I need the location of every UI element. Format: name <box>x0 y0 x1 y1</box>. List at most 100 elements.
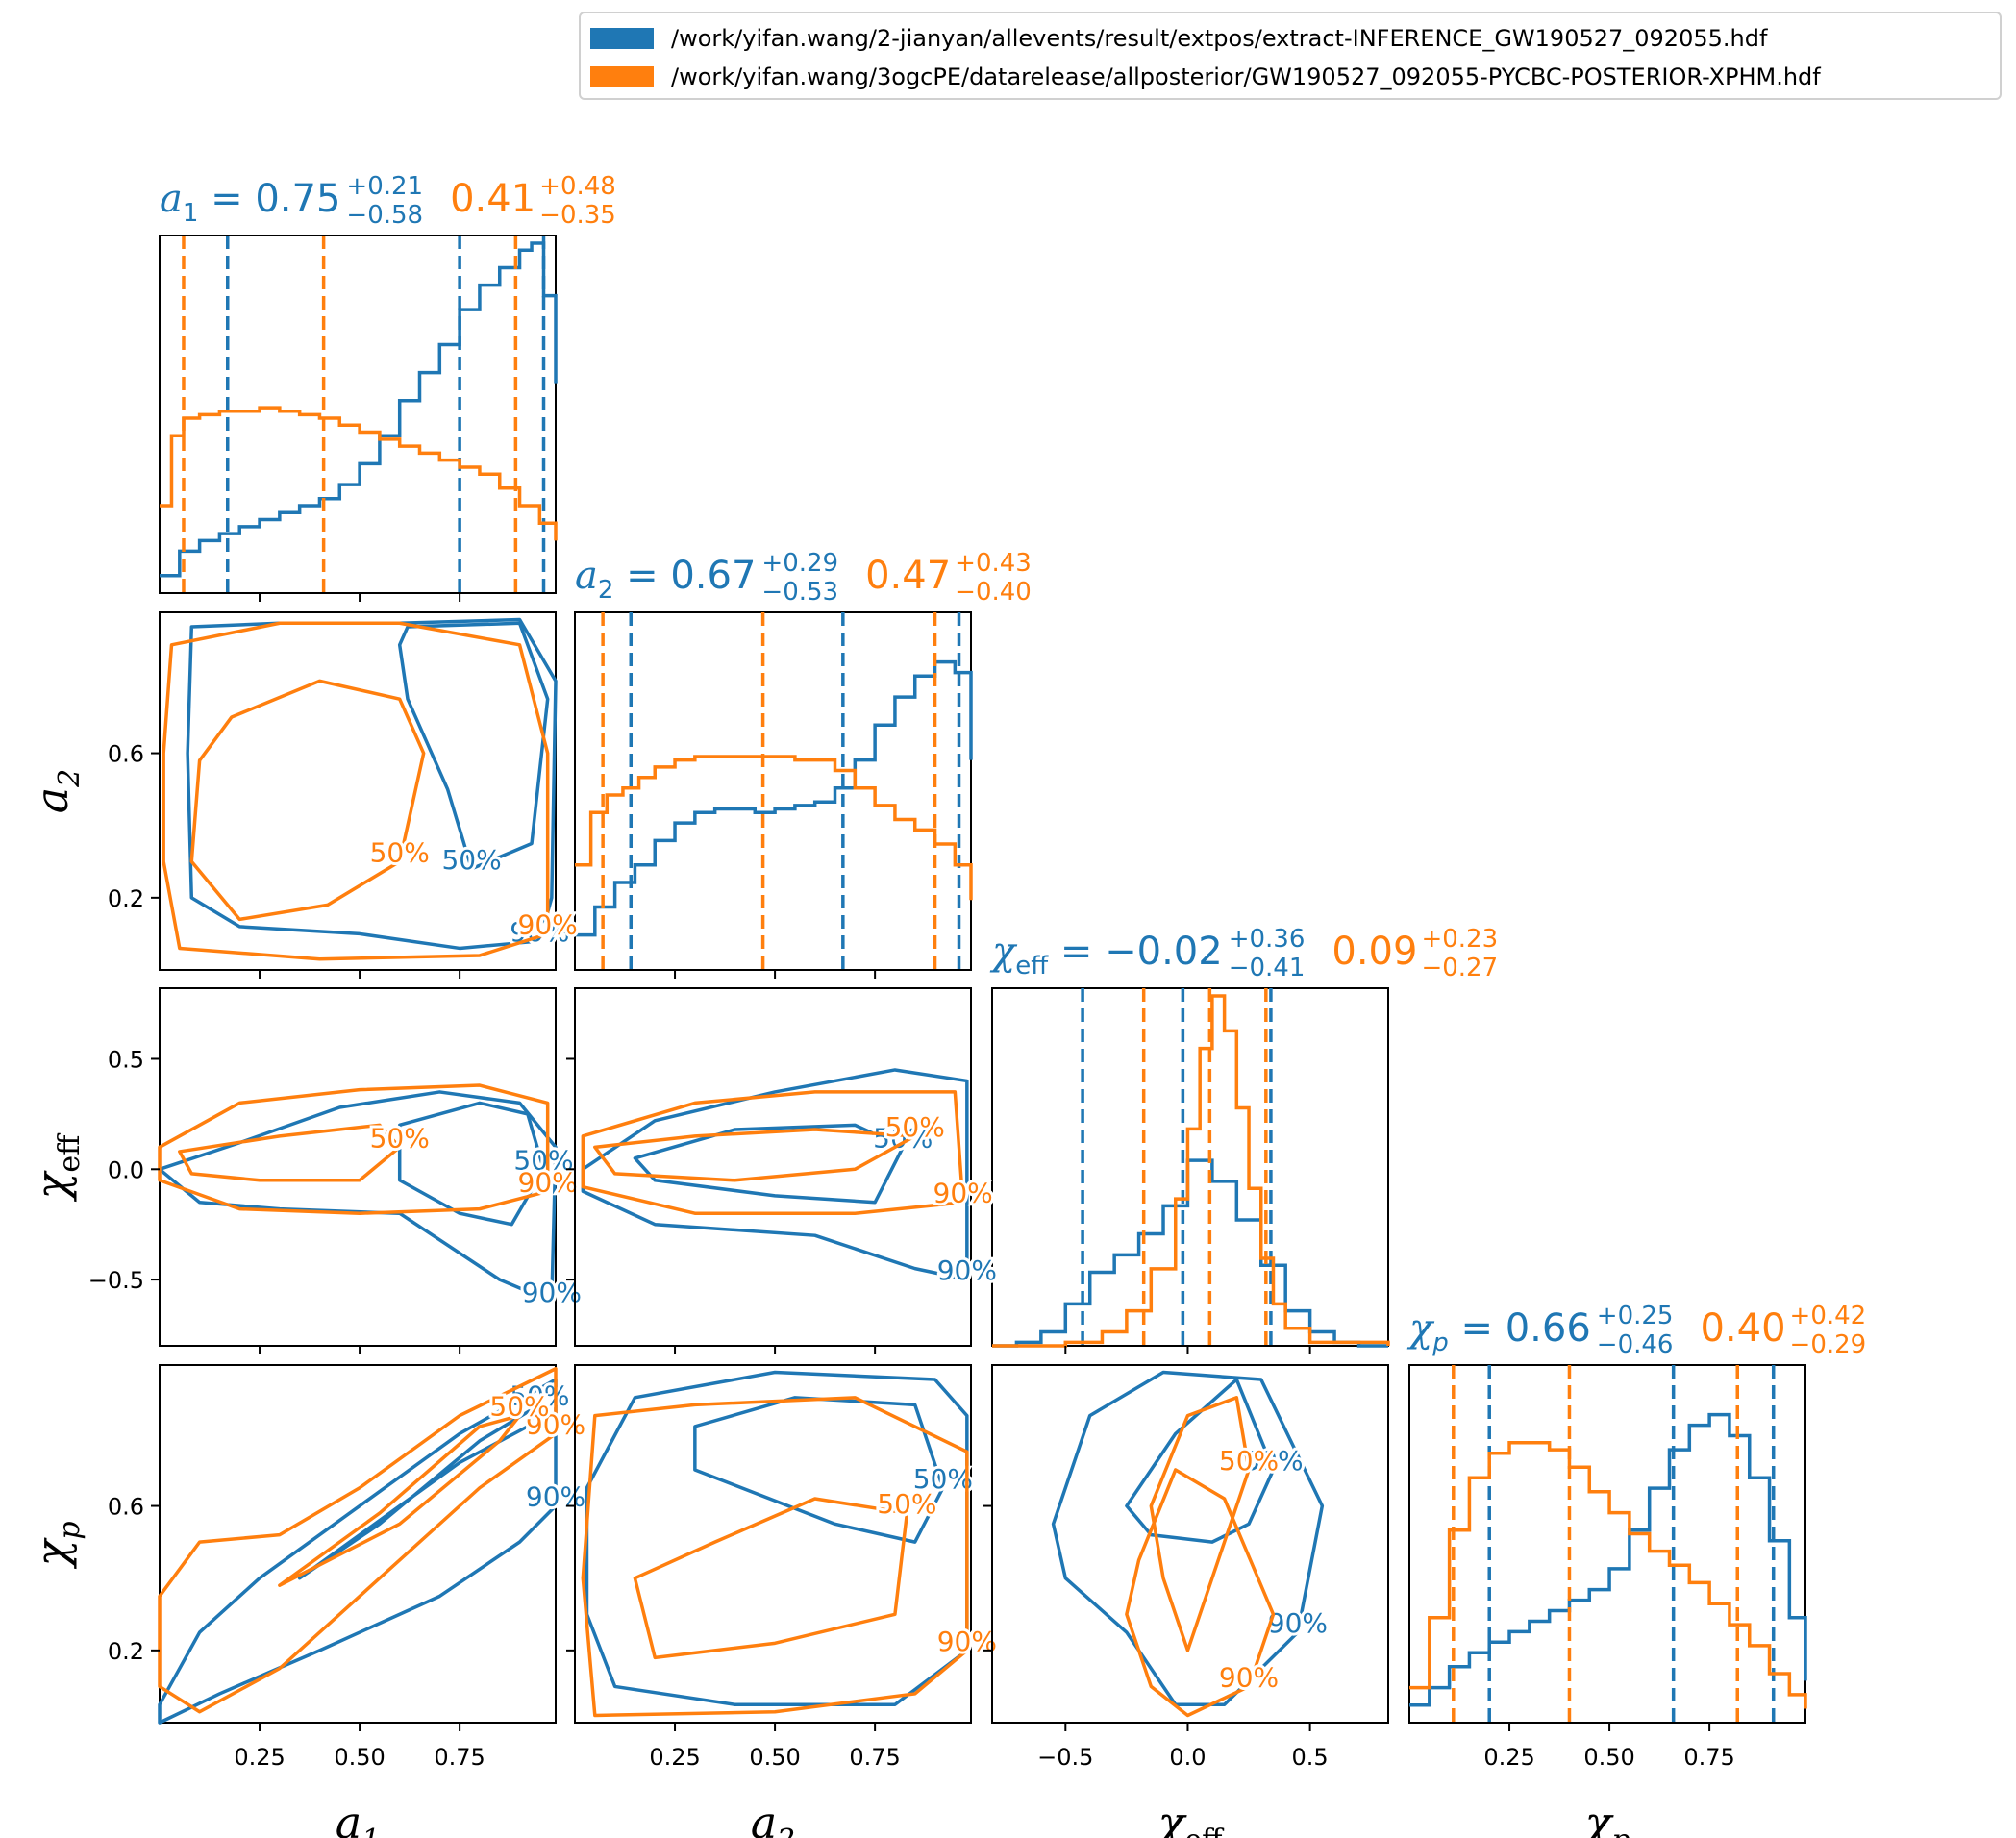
contour-label-orange-inner: 50% <box>370 836 430 868</box>
title-a_1: a1 = 0.75 +0.21−0.58 0.41 +0.48−0.35 <box>160 172 616 230</box>
contour-panel-a_2-chi_eff: 90%50%90%50% <box>574 987 1000 1347</box>
contour-frame <box>159 611 557 971</box>
x-tick-label: 0.50 <box>749 1744 800 1771</box>
legend-label-orange: /work/yifan.wang/3ogcPE/datarelease/allp… <box>671 63 1821 90</box>
axis-label-sub: 2 <box>776 1824 795 1838</box>
hist-step-orange <box>160 406 558 541</box>
title-blue-minus: −0.58 <box>346 201 423 230</box>
legend-swatch-blue <box>590 28 654 49</box>
title-blue: a2 = 0.67 <box>575 554 756 605</box>
title-a_2: a2 = 0.67 +0.29−0.53 0.47 +0.43−0.40 <box>575 549 1032 607</box>
hist-frame <box>574 611 972 971</box>
y-tick-label: 0.0 <box>108 1156 144 1183</box>
x-tick-label: 0.5 <box>1292 1744 1329 1771</box>
legend-entry-blue: /work/yifan.wang/2-jianyan/allevents/res… <box>590 19 1767 58</box>
contour-frame <box>991 1364 1389 1724</box>
title-blue: χeff = −0.02 <box>989 930 1223 981</box>
hist-step-orange <box>1409 1441 1807 1709</box>
x-tick-label: 0.25 <box>649 1744 700 1771</box>
contour-orange-inner <box>189 679 426 922</box>
title-orange-minus: −0.40 <box>955 578 1032 607</box>
x-tick-label: −0.5 <box>1037 1744 1093 1771</box>
title-symbol-sub: p <box>1431 1329 1449 1357</box>
title-chi_p: χp = 0.66 +0.25−0.46 0.40 +0.42−0.29 <box>1406 1302 1866 1359</box>
y-axis-label: a2 <box>26 769 87 814</box>
y-axis-label: χp <box>26 1521 87 1569</box>
axis-label-main: χ <box>26 1537 78 1570</box>
title-blue: a1 = 0.75 <box>160 177 340 228</box>
x-tick-label: 0.50 <box>334 1744 385 1771</box>
hist-step-orange <box>992 994 1390 1348</box>
contour-panel-a_1-chi_p: 90%50%90%50% <box>158 1364 588 1725</box>
hist-frame <box>1408 1364 1806 1724</box>
contour-frame <box>574 1364 972 1724</box>
title-orange-plus: +0.48 <box>539 172 616 201</box>
x-tick-label: 0.0 <box>1169 1744 1206 1771</box>
title-orange-minus: −0.29 <box>1790 1330 1867 1359</box>
contour-orange-inner <box>593 1128 917 1182</box>
contour-label-blue-outer: 90% <box>1268 1607 1328 1639</box>
legend-label-blue: /work/yifan.wang/2-jianyan/allevents/res… <box>671 25 1768 52</box>
y-tick-label: 0.2 <box>108 1638 144 1665</box>
x-tick-label: 0.75 <box>434 1744 485 1771</box>
y-tick-label: 0.6 <box>108 741 144 768</box>
title-orange-plus: +0.23 <box>1421 925 1498 954</box>
title-blue-minus: −0.53 <box>761 578 838 607</box>
x-axis-label: χeff <box>1156 1797 1226 1838</box>
title-symbol: a <box>160 177 183 221</box>
title-symbol-sub: 1 <box>183 199 199 228</box>
title-symbol: a <box>575 554 598 598</box>
contour-blue-outer <box>186 617 558 951</box>
contour-panel-a_1-chi_eff: 90%50%90%50% <box>158 987 585 1347</box>
axis-label-main: a <box>751 1797 777 1838</box>
contour-panel-a_1-a_2: 90%50%90%50% <box>159 611 581 971</box>
contour-blue-outer <box>585 1370 969 1706</box>
axis-label-main: a <box>336 1797 361 1838</box>
title-orange-median: 0.47 <box>865 554 951 598</box>
y-tick-label: 0.6 <box>108 1494 144 1521</box>
hist-panel-chi_eff <box>991 987 1390 1348</box>
title-blue-plus: +0.25 <box>1597 1302 1674 1330</box>
axis-label-main: a <box>26 787 78 813</box>
axis-label-sub: p <box>53 1521 87 1539</box>
contour-label-blue-inner: 50% <box>913 1463 973 1495</box>
contour-blue-inner <box>633 1123 906 1205</box>
hist-step-blue <box>160 241 558 578</box>
title-chi_eff: χeff = −0.02 +0.36−0.41 0.09 +0.23−0.27 <box>989 925 1498 982</box>
contour-orange-inner <box>278 1413 522 1587</box>
title-orange-minus: −0.35 <box>539 201 616 230</box>
y-axis-label: χeff <box>26 1132 87 1203</box>
x-axis-label: χp <box>1581 1797 1630 1838</box>
y-tick-label: 0.2 <box>108 885 144 912</box>
contour-orange-outer <box>158 1083 550 1215</box>
title-blue-minus: −0.41 <box>1229 954 1306 982</box>
contour-label-blue-inner: 50% <box>873 1122 933 1154</box>
hist-step-blue <box>575 659 973 937</box>
x-tick-label: 0.25 <box>234 1744 285 1771</box>
contour-frame <box>574 987 972 1347</box>
x-tick-label: 0.25 <box>1483 1744 1534 1771</box>
x-tick-label: 0.50 <box>1583 1744 1634 1771</box>
legend-swatch-orange <box>590 66 654 87</box>
contour-label-orange-outer: 90% <box>1219 1661 1279 1693</box>
title-blue-median: = 0.75 <box>198 177 340 221</box>
contour-label-orange-outer: 90% <box>933 1178 993 1209</box>
axis-label-sub: 1 <box>361 1824 380 1838</box>
title-blue: χp = 0.66 <box>1406 1306 1591 1357</box>
contour-orange-outer <box>581 1396 969 1718</box>
axis-label-main: χ <box>1156 1797 1188 1838</box>
x-axis-label: a1 <box>336 1797 381 1838</box>
title-symbol-sub: eff <box>1015 952 1049 981</box>
contour-panel-a_2-chi_p: 90%50%90%50% <box>574 1364 1000 1724</box>
contour-frame <box>159 987 557 1347</box>
contour-label-orange-outer: 90% <box>518 1166 578 1198</box>
x-tick-label: 0.75 <box>1683 1744 1734 1771</box>
contour-orange-outer <box>158 1367 558 1714</box>
contour-orange-inner <box>1149 1396 1251 1652</box>
hist-frame <box>159 235 557 594</box>
contour-label-blue-outer: 90% <box>522 1277 582 1308</box>
title-blue-plus: +0.36 <box>1229 925 1306 954</box>
contour-label-blue-outer: 90% <box>937 1254 997 1286</box>
title-orange-median: 0.40 <box>1700 1306 1785 1351</box>
legend-entry-orange: /work/yifan.wang/3ogcPE/datarelease/allp… <box>590 58 1821 96</box>
